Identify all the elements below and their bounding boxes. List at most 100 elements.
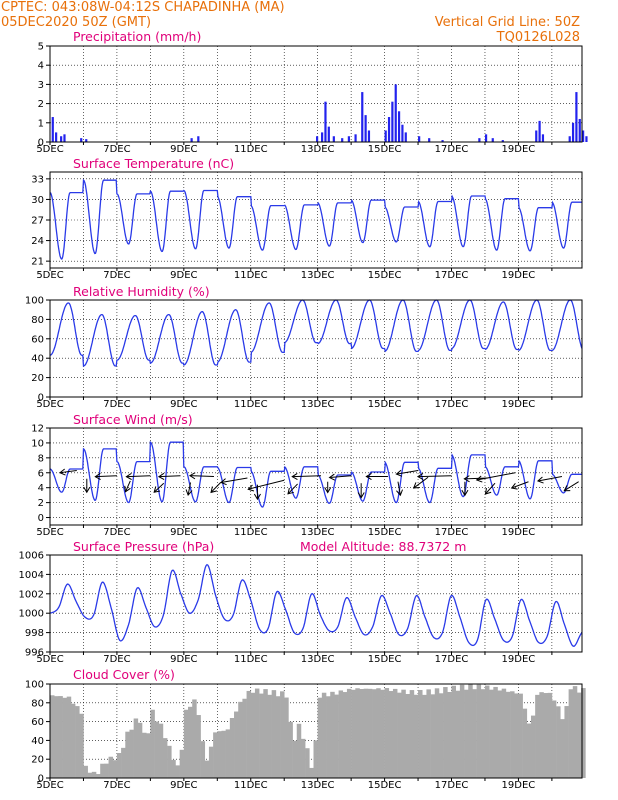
cloud-bar — [112, 760, 118, 778]
y-tick-label: 0 — [38, 513, 44, 524]
precip-bar — [341, 138, 344, 142]
cloud-bar — [334, 694, 339, 778]
cloud-bar — [91, 771, 97, 778]
cloud-bar — [321, 692, 327, 778]
y-tick-label: 80 — [31, 698, 44, 709]
wind-vector — [287, 483, 298, 495]
cloud-bar — [204, 760, 210, 778]
cloud-bar — [221, 730, 226, 778]
cloud-bar — [213, 732, 218, 778]
wind-arrowhead — [59, 468, 66, 476]
wind-arrowhead — [396, 489, 403, 497]
cloud-bar — [116, 753, 122, 778]
cloud-bar — [464, 689, 469, 778]
cloud-bar — [535, 694, 540, 778]
cloud-bar — [280, 691, 285, 778]
x-tick-label: 15DEC — [368, 399, 402, 410]
cloud-bar — [267, 694, 272, 778]
cloud-bar — [413, 694, 419, 778]
x-tick-label: 15DEC — [368, 144, 402, 155]
cloud-bar — [225, 729, 231, 778]
wind-arrowhead — [188, 472, 196, 480]
x-tick-label: 17DEC — [435, 654, 469, 665]
cloud-bar — [75, 706, 80, 778]
pressure-line — [49, 563, 583, 647]
cloud-bar — [129, 729, 134, 778]
wind-vector — [126, 475, 151, 478]
y-tick-label: 1002 — [19, 589, 44, 600]
cloud-bar — [217, 731, 222, 778]
wind-vector — [413, 476, 429, 489]
precip-bar — [491, 138, 494, 142]
x-tick-label: 19DEC — [502, 270, 536, 281]
wind-arrowhead — [510, 483, 518, 490]
cloud-bar — [229, 718, 235, 778]
cloud-bar — [250, 692, 256, 778]
x-tick-label: 9DEC — [170, 144, 197, 155]
x-tick-label: 13DEC — [301, 780, 335, 791]
cloud-bar — [317, 697, 323, 778]
cloud-bar — [234, 711, 239, 778]
precip-bar — [535, 130, 538, 142]
wind-arrowhead — [357, 492, 365, 499]
wind-arrowhead — [157, 472, 165, 480]
wind-vector — [417, 475, 452, 478]
cloud-bar — [171, 759, 176, 778]
cloud-bar — [183, 709, 189, 778]
y-tick-label: 60 — [31, 334, 44, 345]
cloud-bar — [372, 689, 377, 778]
precip-bar — [316, 136, 319, 142]
x-tick-label: 5DEC — [36, 270, 63, 281]
y-tick-label: 1006 — [19, 551, 44, 562]
precip-bar — [582, 130, 585, 142]
y-tick-label: 2 — [38, 498, 44, 509]
panel-title: Surface Temperature (nC) — [73, 156, 234, 171]
cloud-bar — [443, 687, 448, 778]
panel-title: Cloud Cover (%) — [73, 667, 175, 682]
x-tick-label: 7DEC — [103, 270, 130, 281]
cloud-bar — [246, 690, 252, 778]
cloud-bar — [367, 688, 373, 778]
cloud-bar — [238, 701, 243, 778]
cloud-bar — [284, 697, 289, 778]
cloud-bar — [346, 688, 352, 778]
wind-vector — [292, 475, 322, 478]
x-tick-label: 9DEC — [170, 270, 197, 281]
cloud-bar — [392, 688, 398, 778]
y-tick-label: 8 — [38, 453, 44, 464]
precip-bar — [332, 136, 335, 142]
cloud-bar — [192, 699, 197, 778]
x-tick-label: 15DEC — [368, 654, 402, 665]
cloud-bar — [451, 685, 456, 778]
panel-3: 0 20 40 60 80 100 5DEC 7DEC 9DEC 11DEC 13DEC 15DEC 1… — [25, 284, 583, 410]
cloud-bar — [175, 765, 180, 778]
cloud-bar — [259, 693, 264, 778]
y-tick-label: 4 — [38, 61, 44, 72]
y-tick-label: 33 — [31, 174, 44, 185]
cloud-bar — [208, 746, 214, 778]
precip-bar — [441, 140, 444, 142]
wind-arrowhead — [536, 476, 544, 484]
cloud-bar — [79, 713, 84, 778]
y-tick-label: 60 — [31, 717, 44, 728]
x-tick-label: 5DEC — [36, 527, 63, 538]
cloud-bar — [242, 698, 247, 778]
cloud-bar — [472, 689, 477, 778]
y-tick-label: 1000 — [19, 609, 44, 620]
wind-vector — [125, 480, 131, 492]
cloud-bar — [146, 733, 151, 778]
wind-arrowhead — [461, 489, 469, 497]
panel-title: Surface Wind (m/s) — [73, 412, 193, 427]
cloud-bar — [58, 696, 63, 778]
panel-5: 996 998 1000 1002 1004 1006 5DEC 7DEC 9DEC 11DEC 1… — [19, 539, 583, 665]
precip-bar — [585, 136, 588, 142]
x-tick-label: 7DEC — [103, 780, 130, 791]
cloud-bar — [551, 700, 557, 778]
y-tick-label: 5 — [38, 42, 44, 53]
wind-vector — [563, 481, 579, 492]
x-tick-label: 7DEC — [103, 654, 130, 665]
cloud-bar — [560, 719, 565, 778]
cloud-bar — [397, 692, 402, 778]
plot-frame — [49, 554, 583, 653]
cloud-bar — [296, 723, 302, 778]
